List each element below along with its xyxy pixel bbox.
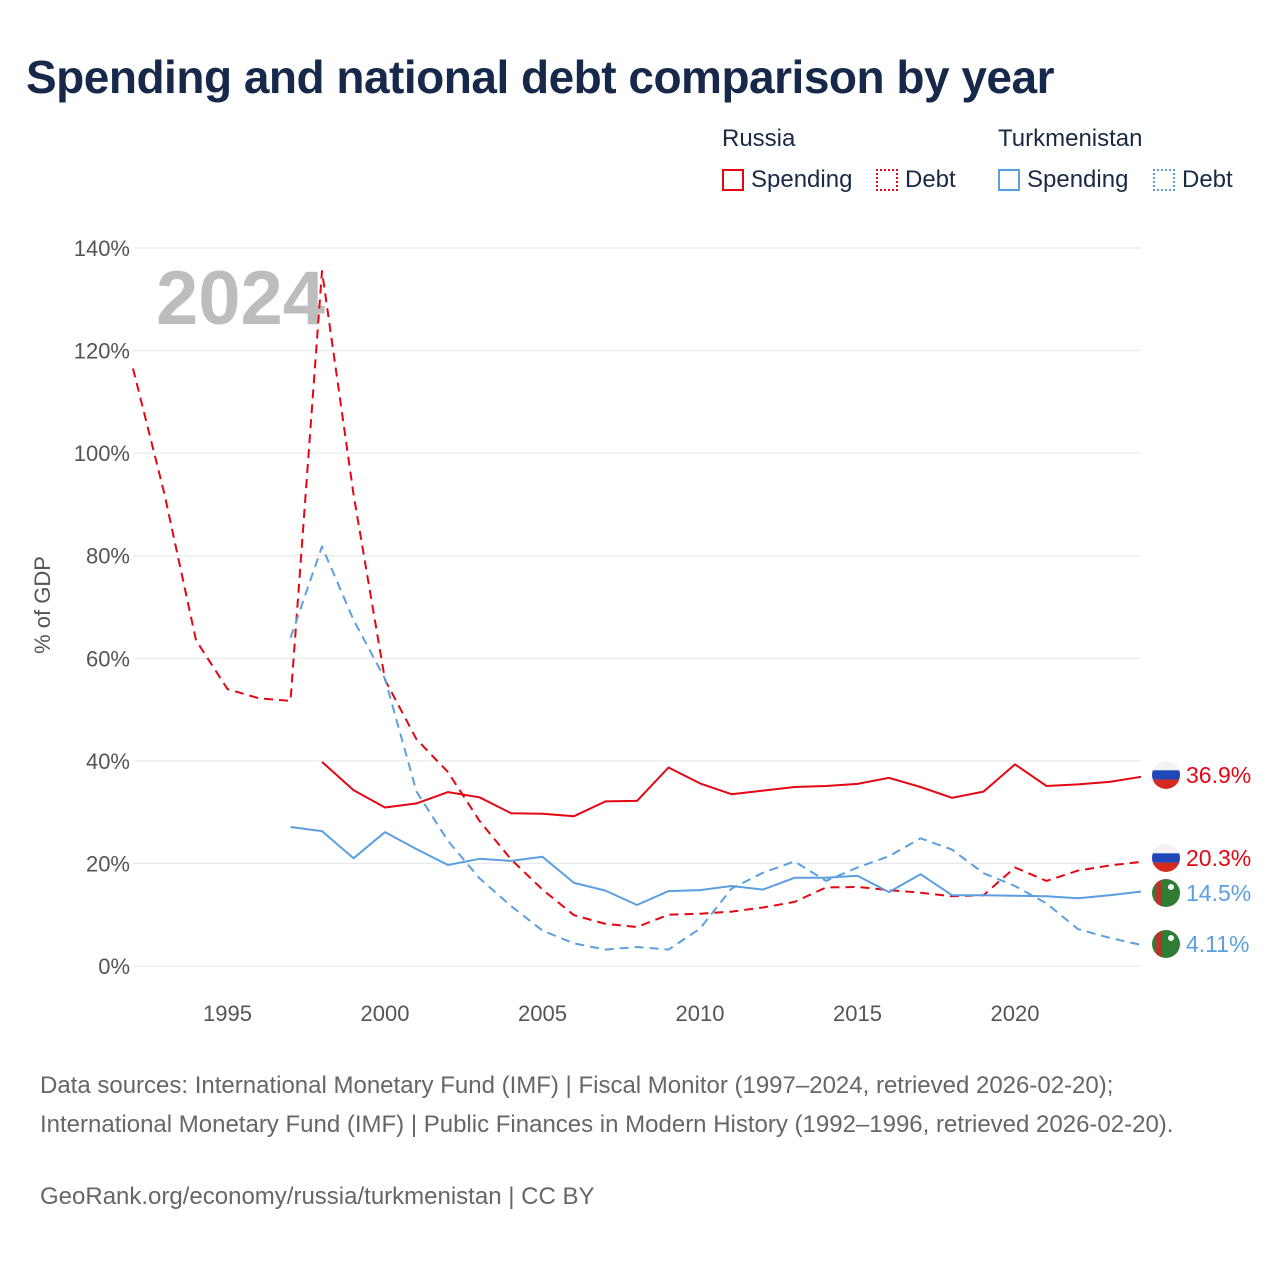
y-tick-label: 0% [98, 954, 130, 979]
dotted-line-swatch-icon [1153, 169, 1175, 191]
grid-lines [133, 247, 1141, 967]
legend-turkmenistan-spending[interactable]: Spending [998, 166, 1128, 194]
x-axis-ticks: 1995 2000 2005 2010 2015 2020 [203, 1001, 1039, 1026]
y-axis-ticks: 0% 20% 40% 60% 80% 100% 120% 140% [74, 236, 130, 979]
x-tick-label: 2005 [518, 1001, 567, 1026]
series-lines [132, 270, 1142, 951]
legend-russia-debt-label: Debt [905, 166, 956, 193]
dotted-line-swatch-icon [876, 169, 898, 191]
end-label-turkmenistan-spending: 14.5% [1186, 880, 1251, 906]
x-tick-label: 2015 [833, 1001, 882, 1026]
y-tick-label: 40% [86, 749, 130, 774]
end-label-russia-spending: 36.9% [1186, 762, 1251, 788]
turkmenistan-flag-icon [1152, 930, 1180, 958]
legend-turkmenistan-title: Turkmenistan [998, 125, 1143, 152]
y-tick-label: 120% [74, 339, 130, 364]
series-line-russia-spending[interactable] [321, 761, 1142, 818]
series-line-turkmenistan-debt[interactable] [289, 545, 1142, 951]
legend-turkmenistan-debt-label: Debt [1182, 166, 1233, 193]
legend-russia-title: Russia [722, 125, 796, 152]
y-tick-label: 20% [86, 851, 130, 876]
y-tick-label: 80% [86, 544, 130, 569]
x-tick-label: 1995 [203, 1001, 252, 1026]
end-label-russia-debt: 20.3% [1186, 845, 1251, 871]
y-tick-label: 140% [74, 236, 130, 261]
chart-title: Spending and national debt comparison by… [26, 51, 1055, 103]
end-label-turkmenistan-debt: 4.11% [1186, 931, 1250, 957]
source-credit-link[interactable]: GeoRank.org/economy/russia/turkmenistan … [40, 1183, 595, 1210]
solid-line-swatch-icon [722, 169, 744, 191]
legend-turkmenistan-spending-label: Spending [1027, 166, 1129, 193]
data-sources: Data sources: International Monetary Fun… [40, 1072, 1174, 1138]
y-tick-label: 60% [86, 646, 130, 671]
turkmenistan-flag-icon [1152, 879, 1180, 907]
y-axis-label: % of GDP [30, 556, 55, 654]
series-line-turkmenistan-spending[interactable] [290, 826, 1142, 906]
legend-russia-debt[interactable]: Debt [876, 166, 956, 194]
legend-turkmenistan-debt[interactable]: Debt [1153, 166, 1233, 194]
legend-russia-spending[interactable]: Spending [722, 166, 852, 194]
legend-russia-spending-label: Spending [751, 166, 853, 193]
line-chart: 2024 0% 20% 40% 60% 80% 100% 120% 140% 1995 2000… [30, 236, 1251, 1026]
x-tick-label: 2010 [676, 1001, 725, 1026]
russia-flag-icon [1152, 844, 1180, 872]
x-tick-label: 2020 [991, 1001, 1040, 1026]
x-tick-label: 2000 [361, 1001, 410, 1026]
russia-flag-icon [1152, 761, 1180, 789]
year-watermark: 2024 [156, 256, 325, 341]
series-line-russia-debt[interactable] [132, 270, 1142, 928]
y-tick-label: 100% [74, 441, 130, 466]
solid-line-swatch-icon [998, 169, 1020, 191]
